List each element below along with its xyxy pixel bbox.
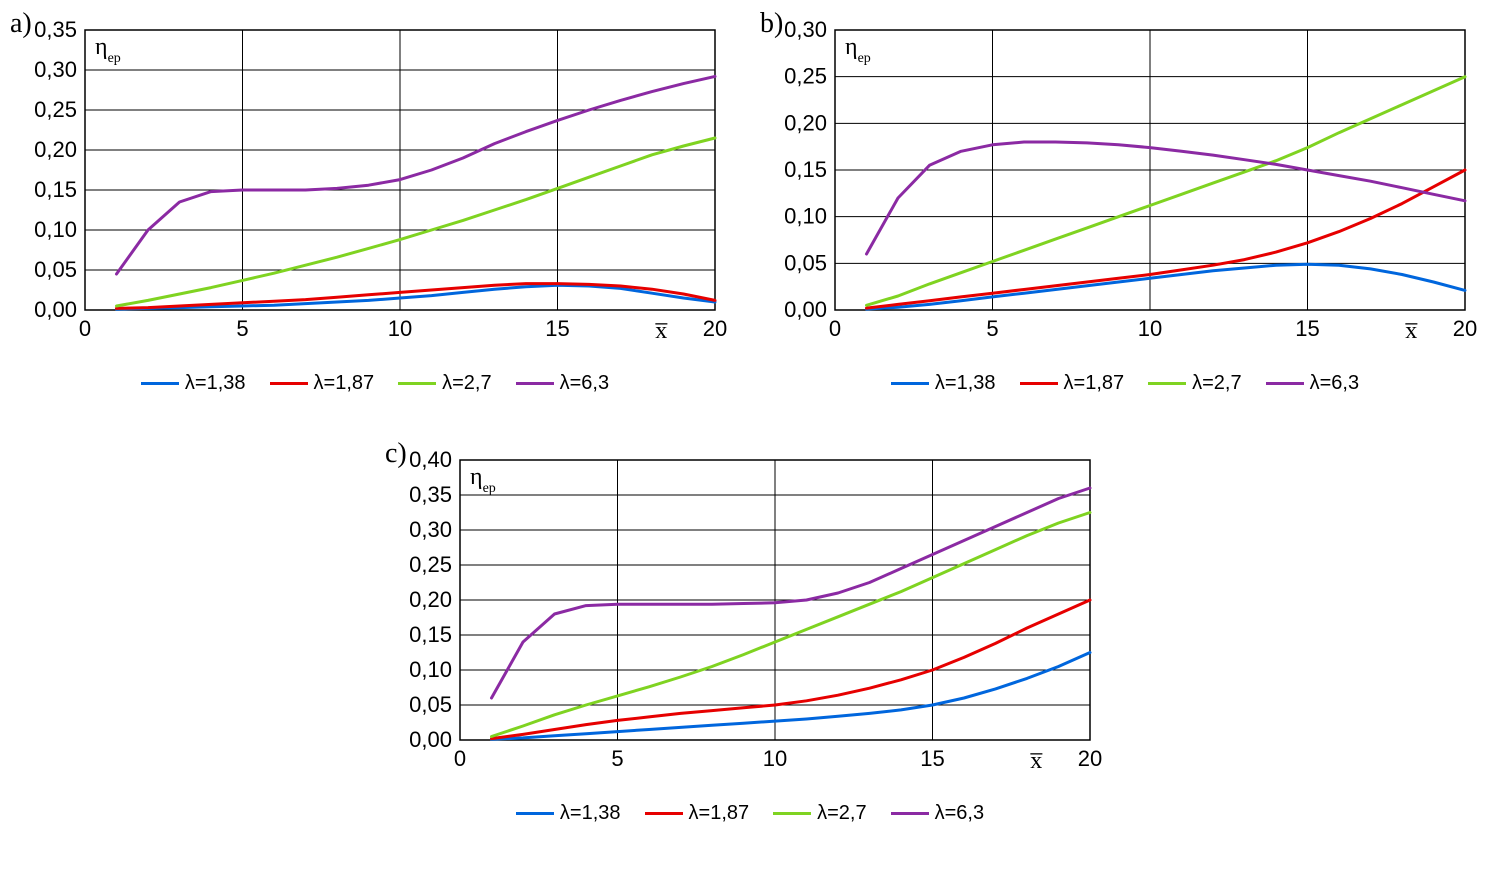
chart-c-label: c)	[385, 438, 407, 470]
chart-b-legend: λ=1,38 λ=1,87 λ=2,7 λ=6,3	[760, 368, 1490, 395]
svg-text:10: 10	[1138, 316, 1162, 341]
svg-text:5: 5	[611, 746, 623, 771]
legend-item: λ=6,3	[1266, 372, 1359, 395]
legend-label: λ=2,7	[817, 802, 866, 825]
legend-label: λ=1,87	[689, 802, 750, 825]
svg-text:20: 20	[1078, 746, 1102, 771]
legend-swatch	[891, 812, 929, 815]
legend-item: λ=2,7	[1148, 372, 1241, 395]
legend-swatch	[1266, 382, 1304, 385]
chart-a-label: a)	[10, 8, 32, 40]
legend-label: λ=1,38	[185, 372, 246, 395]
chart-a-plot: 0 5 10 15 20 x̅ 0,00 0,05 0,10 0,15 0,20 0,25 0,30 0,…	[15, 0, 740, 360]
svg-text:0,25: 0,25	[784, 64, 827, 89]
svg-text:0: 0	[454, 746, 466, 771]
svg-text:0,20: 0,20	[409, 587, 452, 612]
svg-text:15: 15	[545, 316, 569, 341]
legend-item: λ=1,38	[516, 802, 621, 825]
svg-text:0,05: 0,05	[409, 692, 452, 717]
svg-text:0,25: 0,25	[34, 97, 77, 122]
chart-c-plot: 0 5 10 15 20 x̅ 0,00 0,05 0,10 0,15 0,20 0,25 0,30 0,…	[390, 430, 1115, 790]
legend-swatch	[1148, 382, 1186, 385]
chart-a-wrap: a) 0 5 10 15 20 x̅ 0,00 0,05 0,10 0,15 0,20 0,25 0,3…	[10, 0, 740, 395]
svg-text:0,40: 0,40	[409, 447, 452, 472]
svg-text:5: 5	[236, 316, 248, 341]
figure-page: a) 0 5 10 15 20 x̅ 0,00 0,05 0,10 0,15 0,20 0,25 0,3…	[0, 0, 1501, 887]
svg-text:0,30: 0,30	[409, 517, 452, 542]
svg-text:0,00: 0,00	[409, 727, 452, 752]
legend-swatch	[398, 382, 436, 385]
svg-text:20: 20	[1453, 316, 1477, 341]
svg-text:0,20: 0,20	[34, 137, 77, 162]
legend-label: λ=1,38	[935, 372, 996, 395]
svg-text:0,15: 0,15	[784, 157, 827, 182]
legend-item: λ=1,87	[645, 802, 750, 825]
legend-item: λ=1,87	[1020, 372, 1125, 395]
svg-text:0,30: 0,30	[784, 17, 827, 42]
legend-swatch	[773, 812, 811, 815]
legend-label: λ=6,3	[560, 372, 609, 395]
svg-text:0,15: 0,15	[409, 622, 452, 647]
svg-text:15: 15	[920, 746, 944, 771]
legend-item: λ=1,87	[270, 372, 375, 395]
svg-text:20: 20	[703, 316, 727, 341]
chart-b-label: b)	[760, 8, 783, 40]
svg-text:10: 10	[763, 746, 787, 771]
svg-text:0: 0	[79, 316, 91, 341]
svg-text:0,15: 0,15	[34, 177, 77, 202]
legend-swatch	[516, 382, 554, 385]
svg-text:0,00: 0,00	[34, 297, 77, 322]
svg-text:0: 0	[829, 316, 841, 341]
svg-text:0,10: 0,10	[409, 657, 452, 682]
legend-label: λ=1,38	[560, 802, 621, 825]
svg-text:x̅: x̅	[654, 318, 668, 344]
svg-text:0,20: 0,20	[784, 110, 827, 135]
chart-b-plot: 05101520x̅0,000,050,100,150,200,250,30ηe…	[765, 0, 1490, 360]
legend-label: λ=1,87	[314, 372, 375, 395]
legend-label: λ=2,7	[1192, 372, 1241, 395]
svg-text:10: 10	[388, 316, 412, 341]
legend-item: λ=2,7	[398, 372, 491, 395]
svg-text:0,00: 0,00	[784, 297, 827, 322]
legend-label: λ=2,7	[442, 372, 491, 395]
svg-text:0,30: 0,30	[34, 57, 77, 82]
legend-swatch	[516, 812, 554, 815]
svg-text:x̅: x̅	[1029, 748, 1043, 774]
legend-swatch	[891, 382, 929, 385]
legend-label: λ=1,87	[1064, 372, 1125, 395]
chart-c-legend: λ=1,38 λ=1,87 λ=2,7 λ=6,3	[385, 798, 1115, 825]
legend-swatch	[141, 382, 179, 385]
chart-c-wrap: c) 0 5 10 15 20 x̅ 0,00 0,05 0,10 0,15 0,20 0,25 0,3…	[385, 430, 1115, 825]
legend-item: λ=1,38	[141, 372, 246, 395]
svg-text:0,10: 0,10	[34, 217, 77, 242]
svg-text:0,05: 0,05	[34, 257, 77, 282]
svg-text:x̅: x̅	[1404, 318, 1418, 344]
chart-b-wrap: b) 0 5 10 15 20 x̅ 0,00 0,05 0,10 0,15 0,20 0,25 0,3…	[760, 0, 1490, 395]
legend-swatch	[270, 382, 308, 385]
svg-text:15: 15	[1295, 316, 1319, 341]
legend-label: λ=6,3	[935, 802, 984, 825]
svg-text:0,05: 0,05	[784, 250, 827, 275]
svg-text:0,35: 0,35	[409, 482, 452, 507]
chart-a-legend: λ=1,38 λ=1,87 λ=2,7 λ=6,3	[10, 368, 740, 395]
legend-item: λ=1,38	[891, 372, 996, 395]
svg-text:0,10: 0,10	[784, 204, 827, 229]
svg-text:5: 5	[986, 316, 998, 341]
legend-item: λ=6,3	[891, 802, 984, 825]
svg-text:0,25: 0,25	[409, 552, 452, 577]
legend-item: λ=6,3	[516, 372, 609, 395]
svg-text:0,35: 0,35	[34, 17, 77, 42]
legend-swatch	[645, 812, 683, 815]
legend-swatch	[1020, 382, 1058, 385]
legend-item: λ=2,7	[773, 802, 866, 825]
legend-label: λ=6,3	[1310, 372, 1359, 395]
